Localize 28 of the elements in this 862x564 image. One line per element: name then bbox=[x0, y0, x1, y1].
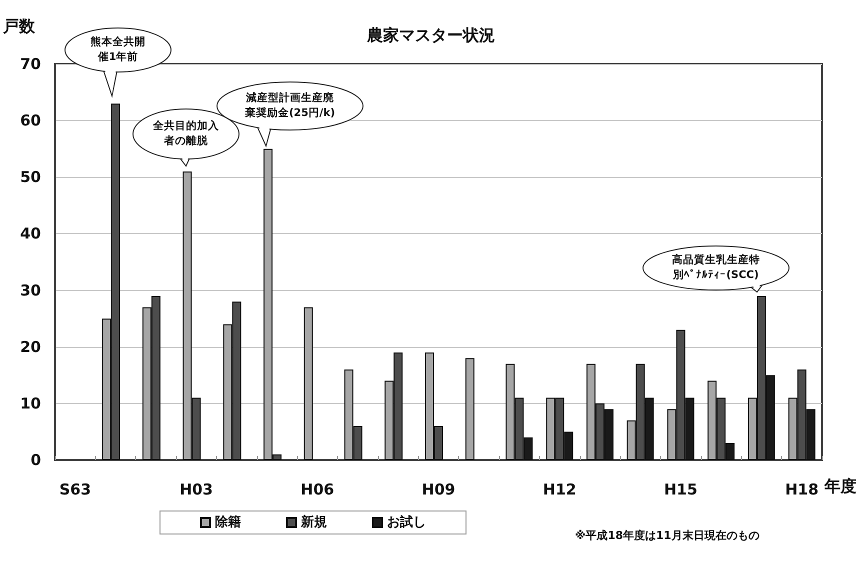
y-tick-label: 70 bbox=[20, 55, 41, 73]
x-tick-label: H15 bbox=[664, 480, 698, 498]
chart-title: 農家マスター状況 bbox=[366, 26, 495, 44]
annotation: 減産型計画生産廃棄奨励金(25円/k) bbox=[244, 91, 336, 121]
legend-label: 新規 bbox=[300, 514, 327, 530]
y-tick-label: 10 bbox=[20, 394, 41, 412]
bar bbox=[465, 358, 474, 460]
x-tick-label: H06 bbox=[300, 480, 334, 498]
y-axis-title: 戸数 bbox=[2, 16, 36, 36]
annotation: 高品質生乳生産特別ﾍﾟﾅﾙﾃｨｰ(SCC) bbox=[671, 253, 761, 283]
x-tick-label: H12 bbox=[542, 480, 576, 498]
text: ※平成18年度は11月末日現在のもの bbox=[575, 528, 760, 543]
bar bbox=[304, 307, 313, 460]
y-tick-label: 50 bbox=[20, 168, 41, 186]
y-tick-label: 20 bbox=[20, 338, 41, 356]
x-tick-label: H03 bbox=[180, 480, 214, 498]
x-tick-label: H18 bbox=[785, 480, 819, 498]
legend-label: お試し bbox=[387, 514, 426, 530]
y-tick-label: 30 bbox=[20, 281, 41, 300]
x-tick-label: S63 bbox=[59, 480, 92, 498]
y-tick-label: 40 bbox=[20, 224, 41, 243]
text: 熊本全共開催1年前 bbox=[90, 35, 146, 65]
legend-label: 除籍 bbox=[215, 515, 241, 530]
x-axis-title: 年度 bbox=[823, 476, 856, 496]
y-tick-label: 60 bbox=[20, 112, 41, 130]
annotation: 全共目的加入者の離脱 bbox=[152, 119, 220, 149]
y-tick-label: 0 bbox=[30, 451, 41, 469]
x-tick-label: H09 bbox=[422, 480, 456, 498]
